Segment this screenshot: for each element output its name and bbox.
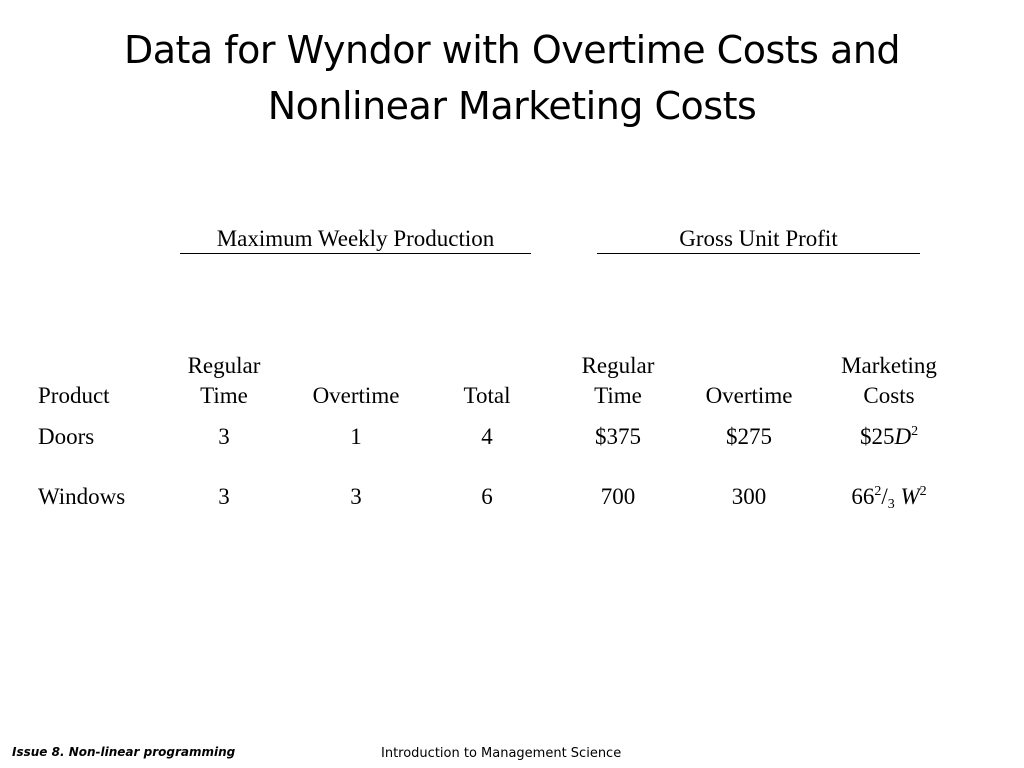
table-row-doors-total: 4: [481, 424, 493, 449]
table-row-windows-product: Windows: [38, 484, 126, 509]
windows-marketing-prefix: 66: [851, 484, 875, 509]
group-header-production-underline: [180, 253, 531, 254]
windows-marketing-exp: 2: [919, 484, 927, 499]
doors-marketing-var: D: [894, 424, 912, 449]
title-line-1: Data for Wyndor with Overtime Costs and: [123, 28, 901, 72]
doors-marketing-exp: 2: [911, 424, 919, 439]
footer-course-title: Introduction to Management Science: [381, 746, 622, 761]
table-row-doors-profit-regular: $375: [595, 424, 641, 449]
windows-marketing-frac-den: 3: [887, 497, 895, 512]
table-row-windows-profit-regular: 700: [600, 484, 636, 509]
col-header-profit-overtime: Overtime: [705, 383, 793, 408]
table-row-doors-overtime: 1: [350, 424, 362, 449]
doors-marketing-prefix: $25: [859, 424, 895, 449]
table-row-doors-profit-overtime: $275: [726, 424, 772, 449]
table-row-doors-product: Doors: [38, 424, 95, 449]
table-row-windows-regular-time: 3: [218, 484, 230, 509]
windows-marketing-var: W: [900, 484, 920, 509]
table-row-windows-total: 6: [481, 484, 493, 509]
windows-marketing-frac-slash: /: [881, 484, 888, 509]
group-header-production: Maximum Weekly Production: [180, 226, 531, 254]
col-header-total: Total: [463, 383, 511, 408]
col-header-marketing-costs: Marketing Costs: [841, 353, 937, 408]
table-row-windows-overtime: 3: [350, 484, 362, 509]
footer-issue-label: Issue 8. Non-linear programming: [12, 745, 236, 759]
table-row-doors-marketing-costs: $25D2: [829, 422, 949, 452]
slide-title: Data for Wyndor with Overtime Costs and …: [0, 22, 1024, 134]
col-header-profit-regular-time: Regular Time: [581, 353, 655, 408]
col-header-product: Product: [38, 383, 110, 408]
table-row-doors-regular-time: 3: [218, 424, 230, 449]
group-header-profit: Gross Unit Profit: [597, 226, 920, 254]
table-row-windows-marketing-costs: 662/3 W2: [829, 482, 949, 512]
col-header-overtime: Overtime: [312, 383, 400, 408]
col-header-regular-time: Regular Time: [187, 353, 261, 408]
group-header-production-label: Maximum Weekly Production: [216, 226, 495, 251]
group-header-profit-label: Gross Unit Profit: [679, 226, 838, 251]
table-row-windows-profit-overtime: 300: [731, 484, 767, 509]
group-header-profit-underline: [597, 253, 920, 254]
title-line-2: Nonlinear Marketing Costs: [267, 84, 757, 128]
windows-marketing-frac-num: 2: [874, 484, 882, 499]
